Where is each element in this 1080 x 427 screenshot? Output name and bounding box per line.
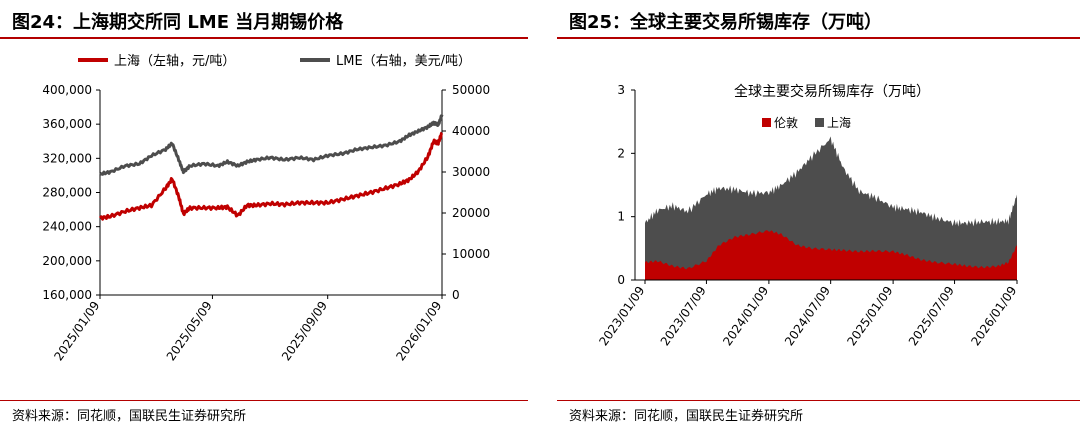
- legend-swatch: [815, 118, 824, 127]
- x-tick-label: 2025/01/09: [51, 299, 102, 364]
- left-y-tick-label: 400,000: [42, 83, 92, 97]
- source-rule: [0, 400, 528, 401]
- x-tick-label: 2024/07/09: [782, 284, 833, 349]
- right-figure-panel: 图25：全球主要交易所锡库存（万吨） 全球主要交易所锡库存（万吨） 0 1 2 3 202…: [557, 0, 1080, 427]
- series-line-lme: [99, 114, 444, 176]
- source-rule: [557, 400, 1080, 401]
- x-tick-label: 2023/07/09: [658, 284, 709, 349]
- y-tick-label: 1: [617, 210, 625, 224]
- x-tick-label: 2025/09/09: [279, 299, 330, 364]
- y-tick-label: 2: [617, 146, 625, 160]
- x-tick-label: 2025/07/09: [906, 284, 957, 349]
- x-tick-label: 2025/01/09: [844, 284, 895, 349]
- right-y-tick-label: 30000: [452, 165, 490, 179]
- figure-title: 图25：全球主要交易所锡库存（万吨）: [569, 12, 883, 33]
- figure-title: 图24：上海期交所同 LME 当月期锡价格: [12, 12, 344, 33]
- left-y-tick-label: 280,000: [42, 186, 92, 200]
- price-line-chart: 160,000 200,000 240,000 280,000 320,000 360,0…: [42, 54, 490, 364]
- legend-label: 上海（左轴，元/吨）: [114, 54, 235, 69]
- right-y-tick-label: 20000: [452, 206, 490, 220]
- left-y-tick-label: 160,000: [42, 288, 92, 302]
- area-london: [645, 230, 1017, 280]
- y-tick-label: 3: [617, 83, 625, 97]
- legend-label: 上海: [827, 115, 851, 130]
- x-tick-label: 2024/01/09: [720, 284, 771, 349]
- x-tick-label: 2026/01/09: [393, 299, 444, 364]
- right-y-tick-label: 40000: [452, 124, 490, 138]
- y-tick-label: 0: [617, 273, 625, 287]
- left-figure-panel: 图24：上海期交所同 LME 当月期锡价格 160,000 200,000 240,…: [0, 12, 528, 424]
- x-tick-label: 2026/01/09: [968, 284, 1019, 349]
- left-y-tick-label: 200,000: [42, 254, 92, 268]
- legend-label: LME（右轴，美元/吨）: [336, 54, 471, 69]
- chart-title: 全球主要交易所锡库存（万吨）: [734, 83, 930, 100]
- title-rule: [0, 37, 528, 39]
- x-tick-label: 2023/01/09: [596, 284, 647, 349]
- source-note: 资料来源：同花顺，国联民生证券研究所: [569, 409, 804, 424]
- source-note: 资料来源：同花顺，国联民生证券研究所: [12, 409, 247, 424]
- left-y-tick-label: 360,000: [42, 117, 92, 131]
- right-y-tick-label: 10000: [452, 247, 490, 261]
- right-y-tick-label: 0: [452, 288, 460, 302]
- right-y-tick-label: 50000: [452, 83, 490, 97]
- left-y-tick-label: 320,000: [42, 151, 92, 165]
- legend-label: 伦敦: [774, 115, 798, 130]
- legend-swatch: [762, 118, 771, 127]
- title-rule: [557, 37, 1080, 39]
- left-y-tick-label: 240,000: [42, 220, 92, 234]
- series-line-shanghai: [98, 131, 444, 221]
- x-tick-label: 2025/05/09: [164, 299, 215, 364]
